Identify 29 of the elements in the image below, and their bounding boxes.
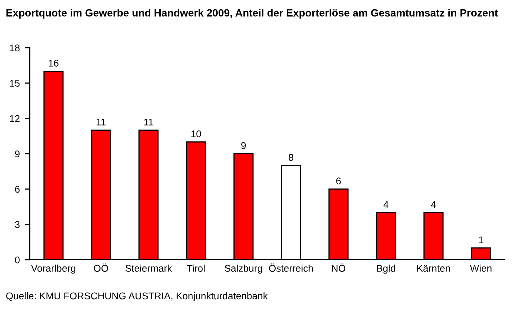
- chart-title: Exportquote im Gewerbe und Handwerk 2009, Anteil der Exporterlöse am Gesamtumsatz in Prozent: [6, 9, 498, 19]
- y-tick-label: 12: [10, 115, 20, 122]
- y-tick-label: 9: [15, 150, 20, 158]
- x-tick-label: Salzburg: [225, 264, 262, 274]
- x-tick-label: Vorarlberg: [31, 264, 76, 274]
- y-tick-label: 15: [10, 80, 20, 87]
- data-label: 1: [479, 236, 484, 244]
- x-tick-label: Steiermark: [126, 264, 172, 272]
- x-tick-label: Wien: [470, 264, 492, 272]
- x-tick-label: Tirol: [187, 264, 205, 272]
- y-tick-label: 18: [10, 44, 20, 52]
- x-tick-label: NÖ: [332, 264, 346, 272]
- y-tick-label: 0: [15, 256, 20, 264]
- x-tick-label: Kärnten: [418, 265, 450, 272]
- data-label: 4: [431, 201, 436, 208]
- data-label: 10: [192, 130, 202, 138]
- x-tick-label: Österreich: [269, 264, 314, 272]
- data-label: 8: [288, 154, 294, 162]
- data-label: 11: [96, 118, 106, 126]
- x-tick-label: Bgld: [377, 264, 396, 274]
- source-note: Quelle: KMU FORSCHUNG AUSTRIA, Konjunkturdatenbank: [6, 292, 268, 302]
- data-label: 11: [144, 118, 154, 126]
- data-label: 16: [49, 60, 59, 67]
- y-tick-label: 6: [15, 186, 20, 193]
- y-tick-label: 3: [15, 221, 20, 228]
- data-label: 6: [336, 178, 342, 185]
- data-label: 4: [384, 201, 389, 208]
- data-label: 9: [242, 142, 246, 150]
- x-tick-label: OÖ: [94, 264, 108, 272]
